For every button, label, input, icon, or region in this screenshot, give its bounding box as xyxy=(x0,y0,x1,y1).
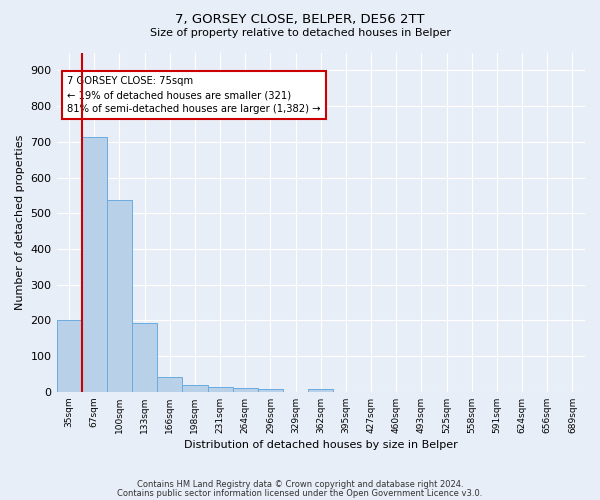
Bar xyxy=(208,387,233,392)
Bar xyxy=(233,388,258,392)
Bar xyxy=(82,137,107,392)
X-axis label: Distribution of detached houses by size in Belper: Distribution of detached houses by size … xyxy=(184,440,458,450)
Text: 7 GORSEY CLOSE: 75sqm
← 19% of detached houses are smaller (321)
81% of semi-det: 7 GORSEY CLOSE: 75sqm ← 19% of detached … xyxy=(67,76,320,114)
Y-axis label: Number of detached properties: Number of detached properties xyxy=(15,134,25,310)
Bar xyxy=(308,388,334,392)
Bar xyxy=(132,322,157,392)
Text: Contains HM Land Registry data © Crown copyright and database right 2024.: Contains HM Land Registry data © Crown c… xyxy=(137,480,463,489)
Text: 7, GORSEY CLOSE, BELPER, DE56 2TT: 7, GORSEY CLOSE, BELPER, DE56 2TT xyxy=(175,12,425,26)
Bar xyxy=(107,200,132,392)
Bar xyxy=(56,320,82,392)
Text: Contains public sector information licensed under the Open Government Licence v3: Contains public sector information licen… xyxy=(118,488,482,498)
Bar xyxy=(157,377,182,392)
Bar xyxy=(258,388,283,392)
Bar xyxy=(182,385,208,392)
Text: Size of property relative to detached houses in Belper: Size of property relative to detached ho… xyxy=(149,28,451,38)
